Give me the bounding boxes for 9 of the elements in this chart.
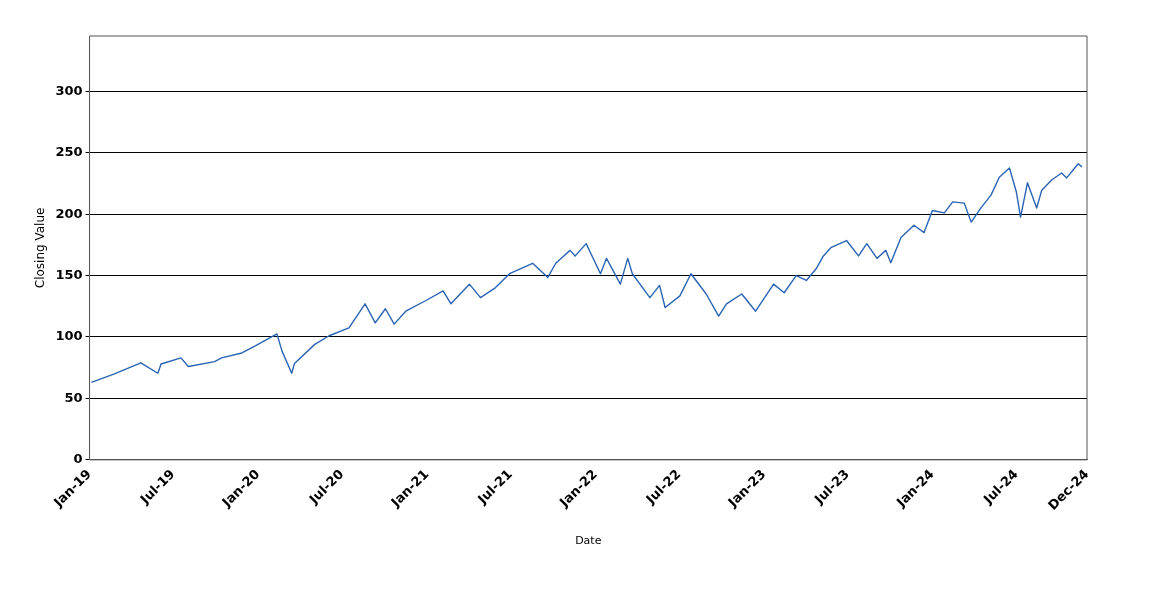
- y-tick-label: 250: [55, 144, 83, 160]
- y-tick-label: 150: [55, 266, 83, 282]
- y-tick-label: 0: [73, 451, 83, 467]
- y-axis-title: Closing Value: [33, 207, 48, 289]
- x-axis-title: Date: [575, 534, 602, 548]
- y-tick-label: 50: [64, 389, 83, 405]
- y-tick-label: 300: [55, 82, 83, 98]
- y-tick-label: 100: [55, 328, 83, 344]
- y-tick-label: 200: [55, 205, 83, 221]
